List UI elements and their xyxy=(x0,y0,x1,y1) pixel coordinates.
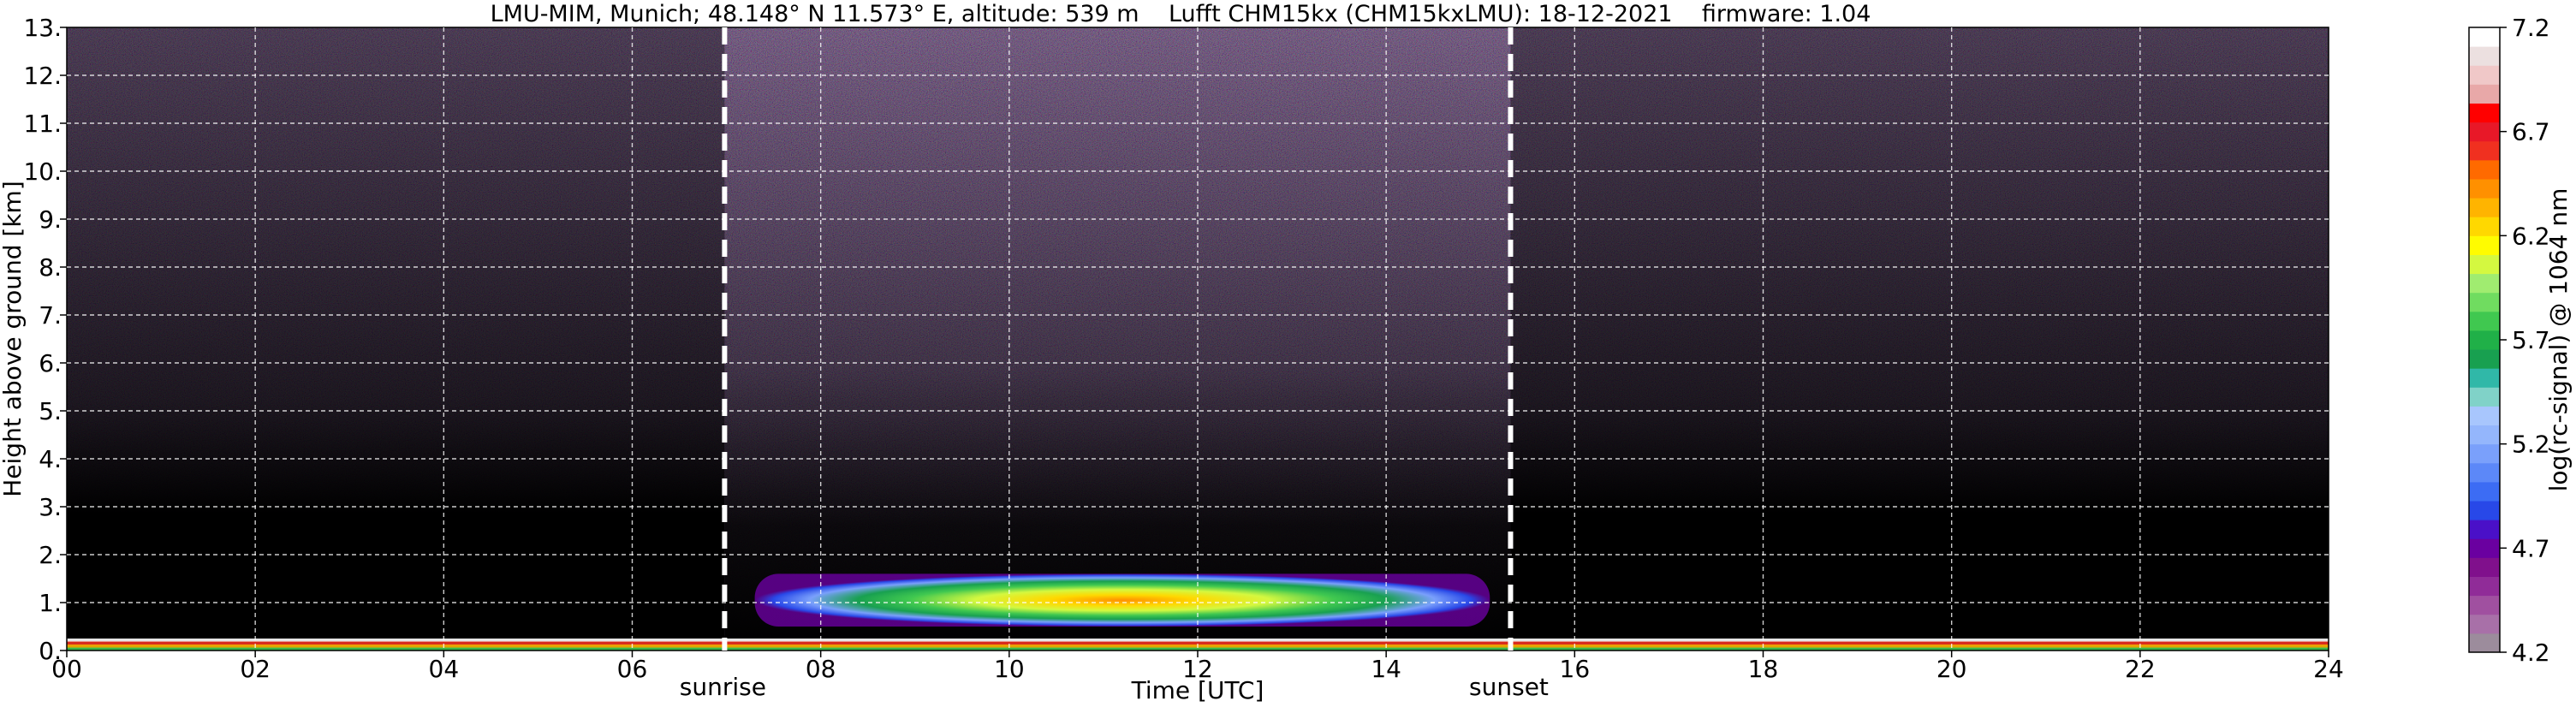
x-tick-label: 00 xyxy=(51,655,82,683)
colorbar-swatch xyxy=(2469,217,2500,236)
colorbar-swatch xyxy=(2469,254,2500,275)
colorbar-swatch xyxy=(2469,501,2500,520)
colorbar-swatch xyxy=(2469,557,2500,578)
y-axis-label: Height above ground [km] xyxy=(0,181,27,497)
colorbar-swatch xyxy=(2469,27,2500,47)
x-tick-label: 10 xyxy=(994,655,1025,683)
colorbar-swatch xyxy=(2469,122,2500,142)
x-tick-label: 14 xyxy=(1371,655,1401,683)
y-tick-label: 5. xyxy=(39,397,62,425)
colorbar-tick-label: 6.7 xyxy=(2512,118,2550,146)
night-shade-left xyxy=(67,27,725,651)
x-tick-label: 02 xyxy=(240,655,271,683)
y-tick-label: 11. xyxy=(23,110,62,138)
colorbar-swatch xyxy=(2469,462,2500,483)
colorbar-swatch xyxy=(2469,425,2500,445)
colorbar-label: log(rc-signal) @ 1064 nm xyxy=(2544,188,2573,492)
x-tick-label: 20 xyxy=(1936,655,1967,683)
colorbar-swatch xyxy=(2469,292,2500,312)
x-tick-label: 24 xyxy=(2313,655,2344,683)
colorbar-tick-label: 4.7 xyxy=(2512,534,2550,562)
colorbar-swatch xyxy=(2469,330,2500,350)
colorbar-swatch xyxy=(2469,633,2500,653)
colorbar: 4.2 4.7 5.2 5.7 6.2 6.7 7.2 xyxy=(2468,14,2550,667)
colorbar-swatch xyxy=(2469,273,2500,294)
colorbar-swatch xyxy=(2469,614,2500,634)
colorbar-swatch xyxy=(2469,538,2500,558)
y-tick-label: 8. xyxy=(39,253,62,282)
colorbar-swatch xyxy=(2469,349,2500,369)
y-tick-label: 7. xyxy=(39,301,62,330)
x-tick-label: 22 xyxy=(2125,655,2156,683)
colorbar-tick-label: 5.2 xyxy=(2512,431,2550,459)
x-tick-label: 06 xyxy=(617,655,648,683)
colorbar-swatch xyxy=(2469,481,2500,502)
colorbar-swatch xyxy=(2469,368,2500,388)
grid xyxy=(67,27,2329,651)
colorbar-tick-label: 4.2 xyxy=(2512,639,2550,667)
colorbar-swatch xyxy=(2469,406,2500,426)
marker-label-sunrise: sunrise xyxy=(680,673,766,701)
x-tick-label: 08 xyxy=(806,655,836,683)
y-tick-label: 1. xyxy=(39,589,62,617)
surface-layer-band xyxy=(67,641,2329,645)
x-axis-label: Time [UTC] xyxy=(1131,676,1264,704)
colorbar-swatch xyxy=(2469,576,2500,597)
colorbar-swatch xyxy=(2469,65,2500,85)
colorbar-swatch xyxy=(2469,46,2500,66)
y-tick-label: 9. xyxy=(39,205,62,234)
colorbar-swatch xyxy=(2469,159,2500,180)
day-shade xyxy=(724,27,1511,651)
y-tick-label: 13. xyxy=(23,14,62,42)
night-shade-right xyxy=(1510,27,2329,651)
marker-label-sunset: sunset xyxy=(1469,673,1549,701)
y-tick-label: 0. xyxy=(39,637,62,665)
colorbar-swatch xyxy=(2469,387,2500,407)
colorbar-swatch xyxy=(2469,235,2500,255)
colorbar-swatch xyxy=(2469,103,2500,123)
colorbar-swatch xyxy=(2469,443,2500,464)
colorbar-swatch xyxy=(2469,140,2500,161)
y-tick-label: 4. xyxy=(39,445,62,473)
colorbar-swatch xyxy=(2469,84,2500,104)
x-tick-label: 04 xyxy=(429,655,460,683)
colorbar-tick-label: 6.2 xyxy=(2512,222,2550,250)
x-tick-label: 12 xyxy=(1182,655,1213,683)
colorbar-swatch xyxy=(2469,520,2500,539)
x-tick-label: 18 xyxy=(1748,655,1779,683)
y-tick-label: 10. xyxy=(23,157,62,186)
y-tick-label: 2. xyxy=(39,541,62,569)
y-tick-label: 3. xyxy=(39,493,62,521)
colorbar-swatch xyxy=(2469,178,2500,199)
y-tick-label: 6. xyxy=(39,349,62,377)
boundary-layer xyxy=(754,573,1490,627)
colorbar-swatch xyxy=(2469,198,2500,217)
colorbar-tick-label: 7.2 xyxy=(2512,14,2550,42)
chart-title: LMU-MIM, Munich; 48.148° N 11.573° E, al… xyxy=(491,1,1871,27)
surface-layer-band xyxy=(67,647,2329,651)
colorbar-swatch xyxy=(2469,595,2500,615)
colorbar-tick-label: 5.7 xyxy=(2512,326,2550,354)
x-tick-label: 16 xyxy=(1560,655,1591,683)
colorbar-swatch xyxy=(2469,311,2500,331)
y-tick-label: 12. xyxy=(23,62,62,90)
